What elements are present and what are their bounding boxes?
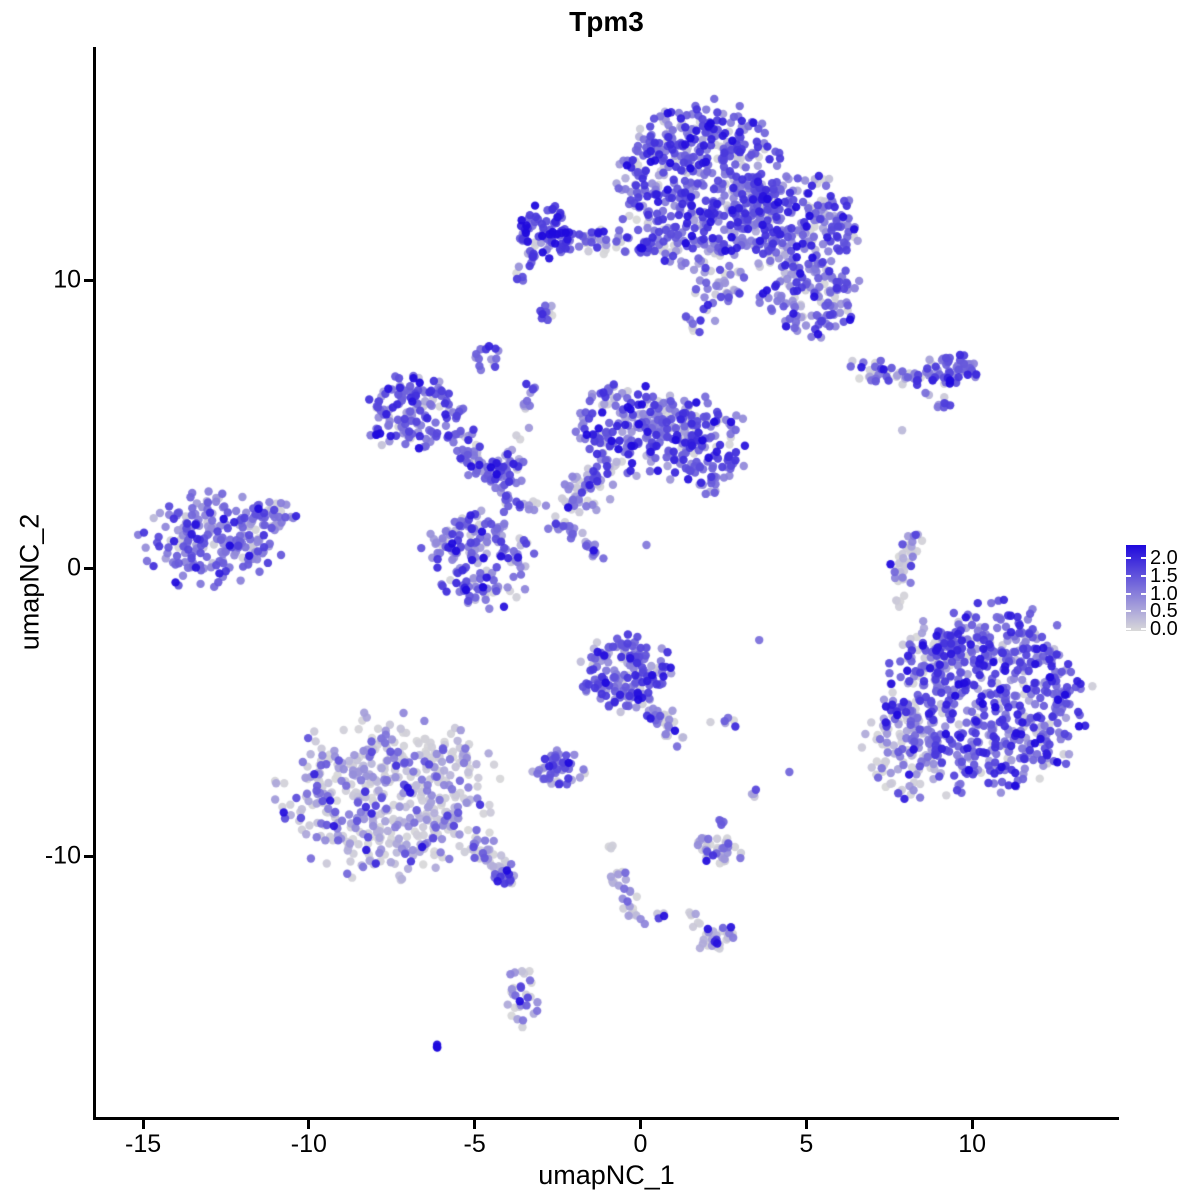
- legend-tick-label: 2.0: [1150, 547, 1178, 569]
- x-axis-line: [93, 1117, 1119, 1120]
- x-tick-mark: [141, 1120, 145, 1129]
- y-axis-line: [93, 47, 96, 1120]
- x-axis-title: umapNC_1: [538, 1160, 675, 1190]
- x-tick-mark: [307, 1120, 311, 1129]
- legend-tick-mark: [1126, 574, 1131, 577]
- y-tick-mark: [84, 566, 93, 570]
- x-tick-mark: [970, 1120, 974, 1129]
- x-tick-mark: [804, 1120, 808, 1129]
- x-tick-label: 5: [799, 1130, 814, 1158]
- x-tick-label: 10: [958, 1130, 986, 1158]
- umap-scatter-canvas: [95, 47, 1118, 1118]
- x-tick-label: 0: [633, 1130, 648, 1158]
- plot-title: Tpm3: [569, 6, 644, 37]
- legend-tick-mark: [1141, 610, 1146, 613]
- legend-tick-label: 1.5: [1150, 564, 1178, 587]
- y-tick-label: 0: [67, 553, 81, 582]
- legend-tick-mark: [1141, 557, 1146, 559]
- legend-tick-label: 0.0: [1150, 618, 1178, 641]
- legend-tick-mark: [1126, 592, 1131, 595]
- y-axis-title: umapNC_2: [14, 513, 45, 651]
- x-tick-label: -15: [125, 1130, 162, 1158]
- legend-tick-mark: [1126, 610, 1131, 613]
- x-tick-mark: [473, 1120, 477, 1129]
- x-tick-mark: [638, 1120, 642, 1129]
- y-tick-mark: [84, 854, 93, 858]
- y-tick-mark: [84, 278, 93, 282]
- legend-tick-mark: [1141, 592, 1146, 595]
- y-tick-label: -10: [44, 841, 81, 870]
- y-tick-label: 10: [53, 265, 81, 294]
- x-tick-label: -10: [290, 1130, 327, 1158]
- legend-tick-mark: [1141, 628, 1146, 631]
- legend-tick-label: 1.0: [1150, 582, 1178, 605]
- legend-colorbar: [1126, 545, 1146, 631]
- legend-tick-mark: [1126, 628, 1131, 631]
- legend-tick-mark: [1141, 574, 1146, 577]
- legend-tick-label: 0.5: [1150, 600, 1178, 623]
- x-tick-label: -5: [463, 1130, 486, 1158]
- legend-tick-mark: [1126, 557, 1131, 559]
